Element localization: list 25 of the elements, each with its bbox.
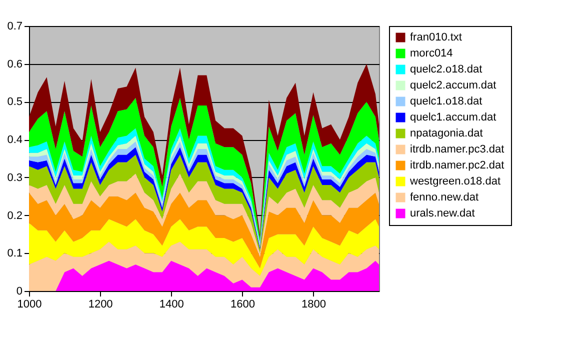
legend-label: npatagonia.dat (410, 128, 483, 140)
y-tick-label: 0.7 (7, 20, 22, 32)
y-tick-label: 0.1 (7, 248, 22, 260)
legend-label: morc014 (410, 48, 453, 60)
legend-label: fenno.new.dat (410, 192, 479, 204)
x-tick-label: 1200 (88, 298, 113, 310)
legend-label: urals.new.dat (410, 208, 475, 220)
legend-label: quelc1.o18.dat (410, 96, 482, 108)
legend-label: fran010.txt (410, 32, 462, 44)
legend-label: quelc2.accum.dat (410, 80, 496, 92)
legend-label: quelc2.o18.dat (410, 64, 482, 76)
y-tick-label: 0.2 (7, 210, 22, 222)
x-tick-label: 1600 (230, 298, 255, 310)
x-tick-label: 1800 (302, 298, 326, 310)
legend-label: itrdb.namer.pc3.dat (410, 144, 504, 156)
y-tick-label: 0.6 (7, 58, 22, 70)
x-tick-label: 1000 (17, 298, 42, 310)
legend-label: westgreen.o18.dat (409, 176, 501, 188)
y-tick-label: 0 (16, 286, 22, 298)
legend-label: itrdb.namer.pc2.dat (410, 160, 504, 172)
x-tick-label: 1400 (159, 298, 184, 310)
y-tick-label: 0.5 (7, 96, 22, 108)
y-tick-label: 0.3 (7, 172, 22, 184)
y-tick-label: 0.4 (7, 134, 22, 146)
legend-label: quelc1.accum.dat (410, 112, 496, 124)
